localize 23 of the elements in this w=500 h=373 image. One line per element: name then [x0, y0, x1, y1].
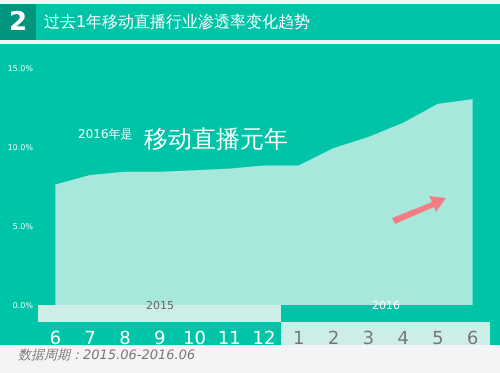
- chart-title: 过去1年移动直播行业渗透率变化趋势: [44, 11, 310, 33]
- y-tick-label: 5.0%: [12, 222, 34, 231]
- text: 2: [0, 4, 36, 40]
- y-tick-label: 10.0%: [8, 142, 34, 152]
- x-tick-label: 2: [328, 328, 340, 349]
- x-tick-label: 1: [293, 328, 304, 349]
- x-tick-label: 9: [154, 328, 166, 349]
- x-tick-label: 8: [119, 328, 131, 349]
- x-tick-label: 11: [218, 328, 241, 349]
- x-tick-label: 3: [362, 328, 374, 349]
- x-tick-label: 12: [252, 328, 276, 349]
- annotation: 2016年是: [78, 127, 133, 141]
- annotation: 移动直播元年: [144, 125, 288, 153]
- x-tick-label: 10: [183, 328, 206, 349]
- y-tick-label: 15.0%: [8, 64, 34, 73]
- y-tick-label: 0.0%: [12, 300, 34, 310]
- x-tick-label: 4: [397, 328, 409, 349]
- annotation: 2015: [146, 299, 174, 312]
- x-tick-label: 6: [50, 328, 62, 349]
- x-tick-label: 6: [466, 328, 478, 349]
- x-tick-label: 5: [432, 328, 444, 349]
- x-tick-label: 7: [84, 328, 96, 349]
- text: 数据周期：2015.06-2016.06: [18, 347, 196, 364]
